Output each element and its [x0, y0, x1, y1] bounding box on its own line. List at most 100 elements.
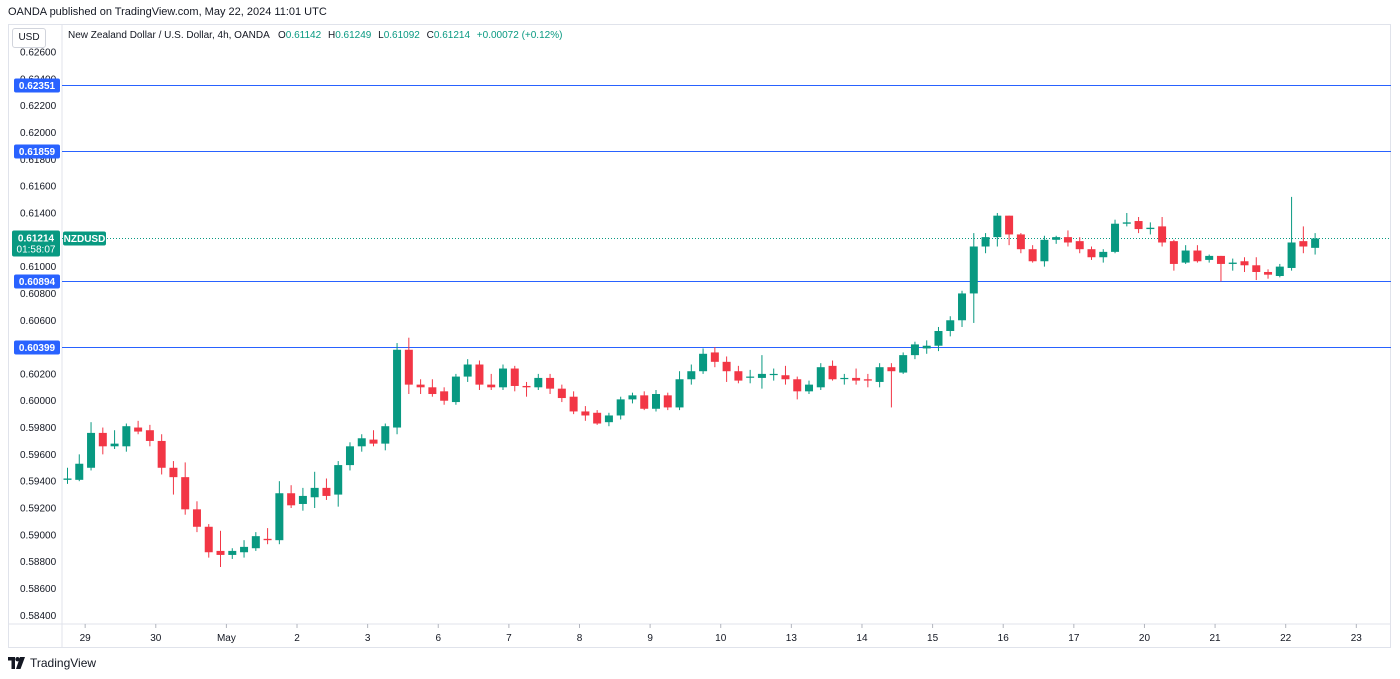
candle-body: [251, 536, 260, 549]
candle: [699, 348, 708, 374]
candle: [1146, 222, 1155, 235]
candle: [793, 376, 802, 400]
candle-body: [1275, 266, 1284, 277]
candle-body: [699, 353, 708, 372]
instrument-title: New Zealand Dollar / U.S. Dollar, 4h, OA…: [68, 30, 270, 41]
x-tick-label: 21: [1210, 633, 1222, 644]
candle-body: [345, 446, 354, 466]
y-tick-label: 0.58400: [20, 611, 57, 622]
candle: [828, 360, 837, 381]
candle-body: [852, 377, 861, 381]
candle: [240, 540, 249, 558]
change-value: +0.00072 (+0.12%): [476, 30, 563, 41]
candle-body: [652, 394, 660, 409]
x-tick-label: 20: [1139, 633, 1151, 644]
candle-body: [228, 550, 237, 555]
tradingview-brand[interactable]: TradingView: [8, 656, 96, 670]
candle: [875, 363, 884, 388]
candle-body: [275, 493, 284, 541]
candle: [1169, 239, 1178, 271]
candle: [228, 548, 237, 559]
candle: [63, 467, 72, 484]
x-tick-label: 22: [1280, 633, 1292, 644]
y-tick-label: 0.62000: [20, 128, 57, 139]
candle-body: [393, 349, 402, 428]
y-tick-label: 0.61600: [20, 182, 57, 193]
candle-body: [428, 387, 437, 395]
x-tick-label: 6: [435, 633, 441, 644]
candle-body: [746, 376, 755, 378]
candle: [463, 359, 472, 382]
candle: [628, 392, 637, 404]
candle-body: [840, 377, 849, 380]
candle-body: [1181, 250, 1190, 263]
candle: [604, 412, 613, 427]
candle: [769, 368, 778, 381]
candle: [958, 290, 967, 327]
candle-body: [287, 493, 296, 506]
candle-body: [1264, 271, 1273, 275]
y-tick-label: 0.60600: [20, 316, 57, 327]
candle: [275, 481, 284, 545]
candle: [369, 430, 378, 447]
candle: [722, 356, 731, 382]
candle-body: [663, 395, 672, 408]
y-tick-label: 0.59800: [20, 423, 57, 434]
level-price-label: 0.60399: [19, 343, 56, 354]
candle: [1075, 237, 1084, 254]
candle-body: [1146, 227, 1155, 230]
candle-body: [816, 367, 825, 388]
candle: [593, 410, 602, 425]
level-price-label: 0.61859: [19, 147, 56, 158]
x-tick-label: 29: [80, 633, 92, 644]
x-tick-label: 15: [927, 633, 939, 644]
candle-body: [1205, 255, 1214, 260]
candle: [781, 365, 790, 385]
candle-body: [1052, 237, 1061, 240]
candle: [416, 379, 425, 395]
candle-body: [357, 438, 366, 447]
candle-body: [993, 215, 1002, 238]
tradingview-logo-icon: [8, 657, 25, 669]
candle: [687, 364, 696, 385]
candle: [969, 233, 978, 323]
currency-selector[interactable]: USD: [12, 28, 46, 48]
candle: [710, 347, 719, 368]
candle-body: [757, 373, 766, 378]
candle: [122, 423, 131, 452]
grid-layer: [8, 25, 1391, 648]
candle-body: [875, 367, 884, 382]
candle-body: [969, 246, 978, 294]
candle: [1005, 215, 1014, 246]
candle-body: [557, 388, 566, 399]
candle-body: [1228, 262, 1237, 264]
candle: [134, 420, 143, 435]
level-price-label: 0.62351: [19, 81, 56, 92]
candle-body: [1122, 222, 1131, 224]
y-tick-label: 0.59600: [20, 450, 57, 461]
candles-layer: [63, 196, 1320, 567]
candle: [263, 528, 272, 545]
candle: [440, 387, 449, 405]
candle: [1028, 245, 1037, 263]
candle-body: [1169, 241, 1178, 264]
candle-body: [451, 376, 460, 403]
candle-body: [981, 237, 990, 247]
candle-body: [675, 379, 684, 408]
y-tick-label: 0.60200: [20, 369, 57, 380]
candle-body: [122, 426, 131, 447]
candle: [581, 406, 590, 421]
candle: [345, 442, 354, 471]
level-price-tag: [14, 144, 60, 159]
candle-body: [887, 367, 896, 372]
published-header: OANDA published on TradingView.com, May …: [8, 6, 327, 18]
candle: [204, 524, 213, 558]
candle: [1099, 249, 1108, 263]
candle-body: [604, 415, 613, 423]
candle-body: [1252, 265, 1261, 272]
candle-body: [169, 467, 178, 478]
candle: [946, 316, 955, 337]
candle-body: [263, 538, 272, 541]
candle: [510, 365, 519, 392]
